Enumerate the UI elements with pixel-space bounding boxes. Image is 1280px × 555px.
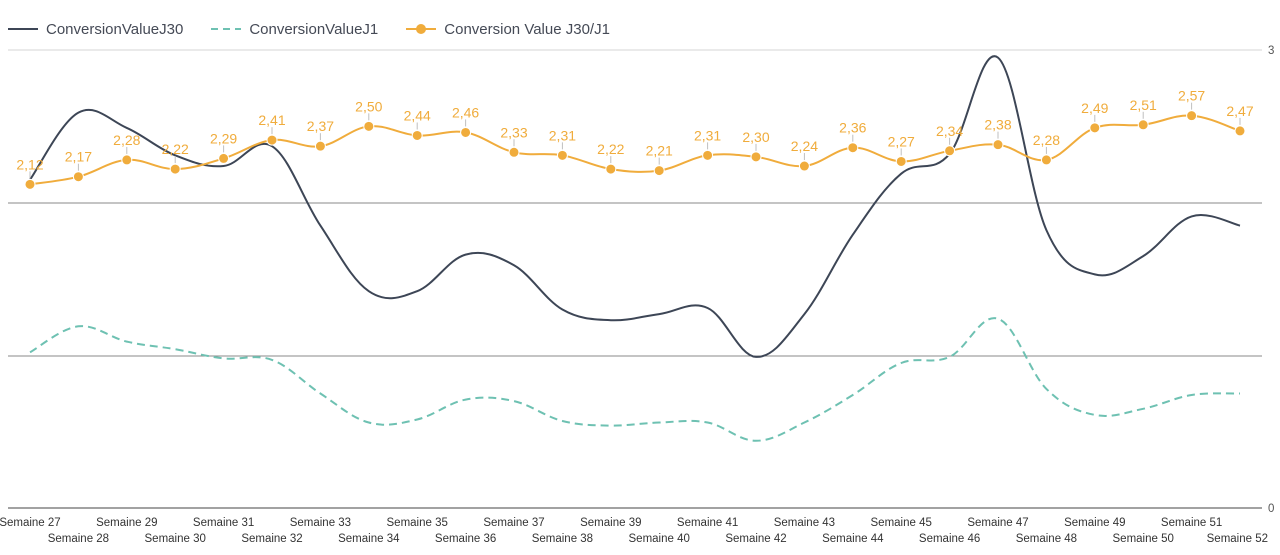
ratio-data-label: 2,28 xyxy=(113,132,140,148)
ratio-point[interactable] xyxy=(992,139,1004,151)
ratio-data-label: 2,37 xyxy=(307,118,334,134)
ratio-point[interactable] xyxy=(556,149,568,161)
data-label-layer: 2,12 2,17 2,28 2,22 2,29 2,41 2,37 2,50 2,44 2,46… xyxy=(16,88,1254,179)
ratio-point[interactable] xyxy=(895,155,907,167)
legend-item-j30[interactable]: ConversionValueJ30 xyxy=(8,21,183,38)
legend-label-j1: ConversionValueJ1 xyxy=(249,20,379,38)
ratio-point[interactable] xyxy=(847,142,859,154)
ratio-data-label: 2,38 xyxy=(984,117,1011,133)
ratio-data-label: 2,57 xyxy=(1178,88,1205,104)
x-axis-tick-label: Semaine 40 xyxy=(629,533,690,545)
ratio-data-label: 2,44 xyxy=(404,107,431,123)
series-line-2 xyxy=(29,114,1241,186)
series-line-0 xyxy=(29,55,1241,358)
ratio-data-label: 2,12 xyxy=(16,156,43,172)
right-axis-tick-top: 3 xyxy=(1268,45,1274,57)
ratio-point[interactable] xyxy=(750,151,762,163)
ratio-data-label: 2,21 xyxy=(646,143,673,159)
x-axis-tick-label: Semaine 33 xyxy=(290,517,351,529)
x-axis-tick-label: Semaine 39 xyxy=(580,517,641,529)
x-axis-tick-label: Semaine 35 xyxy=(387,517,448,529)
legend-item-ratio[interactable]: Conversion Value J30/J1 xyxy=(406,21,610,38)
ratio-point[interactable] xyxy=(702,149,714,161)
x-axis-tick-label: Semaine 29 xyxy=(96,517,157,529)
x-axis-tick-label: Semaine 32 xyxy=(241,533,302,545)
ratio-data-label: 2,51 xyxy=(1130,97,1157,113)
legend-swatch-j30 xyxy=(8,28,38,30)
ratio-data-label: 2,36 xyxy=(839,120,866,136)
ratio-data-label: 2,28 xyxy=(1033,132,1060,148)
right-axis-tick-bottom: 0 xyxy=(1268,503,1274,515)
ratio-point[interactable] xyxy=(1137,119,1149,131)
x-axis-tick-label: Semaine 34 xyxy=(338,533,400,545)
ratio-point[interactable] xyxy=(1089,122,1101,134)
x-axis-tick-label: Semaine 27 xyxy=(0,517,61,529)
series-line-1 xyxy=(29,317,1241,442)
ratio-data-label: 2,50 xyxy=(355,98,382,114)
x-axis-tick-label: Semaine 30 xyxy=(145,533,206,545)
legend-swatch-ratio xyxy=(406,24,437,34)
ratio-point[interactable] xyxy=(1186,110,1198,122)
ratio-point[interactable] xyxy=(411,129,423,141)
ratio-data-label: 2,30 xyxy=(742,129,769,145)
x-axis-tick-label: Semaine 28 xyxy=(48,533,109,545)
x-axis-tick-label: Semaine 50 xyxy=(1113,533,1174,545)
ratio-data-label: 2,22 xyxy=(597,141,624,157)
legend-label-j30: ConversionValueJ30 xyxy=(46,20,184,38)
legend-label-ratio: Conversion Value J30/J1 xyxy=(444,20,610,38)
ratio-data-label: 2,29 xyxy=(210,130,237,146)
legend-swatch-j1 xyxy=(211,28,242,30)
ratio-data-label: 2,46 xyxy=(452,104,479,120)
legend: ConversionValueJ30 ConversionValueJ1 Con… xyxy=(8,18,610,40)
ratio-point[interactable] xyxy=(653,165,665,177)
ratio-point[interactable] xyxy=(24,178,36,190)
x-axis-tick-layer: Semaine 27 Semaine 28 Semaine 29 Semaine 30… xyxy=(0,517,1268,545)
ratio-data-label: 2,34 xyxy=(936,123,963,139)
ratio-point[interactable] xyxy=(798,160,810,172)
ratio-point[interactable] xyxy=(1234,125,1246,137)
ratio-data-label: 2,47 xyxy=(1226,103,1253,119)
x-axis-tick-label: Semaine 52 xyxy=(1207,533,1268,545)
x-axis-tick-label: Semaine 31 xyxy=(193,517,254,529)
x-axis-tick-label: Semaine 37 xyxy=(483,517,544,529)
ratio-data-label: 2,33 xyxy=(500,124,527,140)
ratio-data-label: 2,27 xyxy=(888,133,915,149)
ratio-point[interactable] xyxy=(218,152,230,164)
x-axis-tick-label: Semaine 44 xyxy=(822,533,884,545)
ratio-point[interactable] xyxy=(944,145,956,157)
ratio-data-label: 2,24 xyxy=(791,138,818,154)
x-axis-tick-label: Semaine 45 xyxy=(871,517,932,529)
ratio-point[interactable] xyxy=(508,146,520,158)
x-axis-tick-label: Semaine 43 xyxy=(774,517,835,529)
x-axis-tick-label: Semaine 38 xyxy=(532,533,593,545)
ratio-data-label: 2,22 xyxy=(162,141,189,157)
ratio-point[interactable] xyxy=(1040,154,1052,166)
ratio-data-label: 2,49 xyxy=(1081,100,1108,116)
ratio-point[interactable] xyxy=(169,163,181,175)
x-axis-tick-label: Semaine 47 xyxy=(967,517,1028,529)
x-axis-tick-label: Semaine 51 xyxy=(1161,517,1222,529)
ratio-point[interactable] xyxy=(121,154,133,166)
series-layer xyxy=(24,55,1246,442)
ratio-point[interactable] xyxy=(266,134,278,146)
ratio-point[interactable] xyxy=(363,120,375,132)
legend-item-j1[interactable]: ConversionValueJ1 xyxy=(211,21,378,38)
ratio-data-label: 2,41 xyxy=(258,112,285,128)
x-axis-tick-label: Semaine 46 xyxy=(919,533,980,545)
ratio-point[interactable] xyxy=(72,171,84,183)
ratio-data-label: 2,17 xyxy=(65,149,92,165)
x-axis-tick-label: Semaine 49 xyxy=(1064,517,1125,529)
ratio-point[interactable] xyxy=(605,163,617,175)
x-axis-tick-label: Semaine 41 xyxy=(677,517,738,529)
ratio-point[interactable] xyxy=(314,140,326,152)
ratio-data-label: 2,31 xyxy=(549,127,576,143)
x-axis-tick-label: Semaine 42 xyxy=(725,533,786,545)
x-axis-tick-label: Semaine 48 xyxy=(1016,533,1077,545)
x-axis-tick-label: Semaine 36 xyxy=(435,533,496,545)
ratio-point[interactable] xyxy=(460,126,472,138)
ratio-data-label: 2,31 xyxy=(694,127,721,143)
